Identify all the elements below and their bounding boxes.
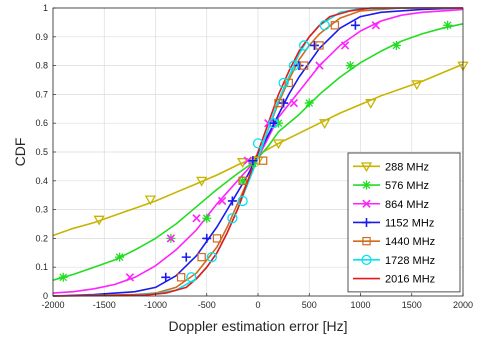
data-point-marker xyxy=(345,61,355,71)
data-point-marker xyxy=(319,119,331,130)
legend-label: 864 MHz xyxy=(385,199,429,211)
x-tick-label: 2000 xyxy=(453,300,473,310)
data-point-marker xyxy=(176,273,186,282)
x-axis-ticks: -2000 -1500 -1000 -500 0 500 1000 1500 2000 xyxy=(41,293,473,310)
legend-label: 2016 MHz xyxy=(385,274,435,286)
data-point-marker xyxy=(217,196,227,206)
data-point-marker xyxy=(227,213,238,224)
data-point-marker xyxy=(411,80,423,91)
y-tick-label: 0.8 xyxy=(35,61,48,71)
x-tick-label: -2000 xyxy=(41,300,64,310)
data-point-marker xyxy=(268,118,279,129)
data-point-marker xyxy=(298,40,310,51)
data-point-marker xyxy=(268,118,278,128)
legend-label: 1152 MHz xyxy=(385,217,434,229)
data-point-marker xyxy=(391,40,401,50)
data-point-marker xyxy=(166,234,176,243)
data-point-marker xyxy=(315,41,324,50)
data-point-marker xyxy=(93,215,105,226)
x-tick-label: 1000 xyxy=(350,300,370,310)
data-point-marker xyxy=(330,21,340,30)
data-point-marker xyxy=(309,40,319,50)
data-point-marker xyxy=(361,254,372,266)
data-point-marker xyxy=(206,251,218,263)
y-tick-label: 0.5 xyxy=(35,147,48,157)
x-tick-label: -1000 xyxy=(144,300,167,310)
data-point-marker xyxy=(58,272,68,282)
data-point-marker xyxy=(443,20,453,30)
data-point-marker xyxy=(304,98,314,108)
data-point-marker xyxy=(278,77,289,89)
data-point-marker xyxy=(350,20,360,30)
data-point-marker xyxy=(279,98,289,108)
data-point-marker xyxy=(340,41,350,50)
y-axis-label: CDF xyxy=(12,138,28,167)
y-tick-label: 0.3 xyxy=(35,205,48,215)
data-point-marker xyxy=(272,139,285,150)
y-axis-ticks: 0 0.1 0.2 0.3 0.4 0.5 0.6 0.7 0.8 0.9 1 xyxy=(35,3,56,301)
legend-label: 1728 MHz xyxy=(385,255,435,267)
data-point-marker xyxy=(196,176,208,187)
y-tick-label: 0.7 xyxy=(35,89,48,99)
x-tick-label: -500 xyxy=(198,300,216,310)
data-point-marker xyxy=(144,195,156,206)
data-point-marker xyxy=(212,234,222,243)
data-point-marker xyxy=(362,236,371,246)
data-point-marker xyxy=(362,217,371,227)
legend-label: 288 MHz xyxy=(385,161,429,173)
data-point-marker xyxy=(289,98,299,108)
y-tick-label: 0.2 xyxy=(35,233,48,243)
data-point-marker xyxy=(243,156,252,165)
y-tick-label: 0.9 xyxy=(35,32,48,42)
x-tick-label: 1500 xyxy=(402,300,422,310)
legend: 288 MHz 576 MHz 864 MHz 1152 MHz 1440 MHz 172… xyxy=(347,152,461,293)
data-point-marker xyxy=(315,61,324,70)
data-point-marker xyxy=(288,60,300,71)
series-line-3 xyxy=(52,7,464,297)
data-point-marker xyxy=(284,78,293,88)
data-point-marker xyxy=(125,273,135,282)
series-line-6 xyxy=(52,7,463,297)
data-point-marker xyxy=(258,156,268,165)
y-tick-label: 0.6 xyxy=(35,118,48,128)
data-point-marker xyxy=(186,272,197,283)
data-point-marker xyxy=(202,233,212,243)
data-point-marker xyxy=(360,162,373,173)
series-markers xyxy=(58,20,469,283)
legend-label: 1440 MHz xyxy=(385,236,435,248)
data-point-marker xyxy=(115,252,125,262)
y-tick-label: 0.1 xyxy=(35,262,48,272)
x-axis-label: Doppler estimation error [Hz] xyxy=(169,318,348,334)
x-tick-label: 0 xyxy=(255,300,260,310)
data-point-marker xyxy=(252,138,264,149)
data-point-marker xyxy=(248,156,258,166)
data-point-marker xyxy=(362,180,371,190)
data-point-marker xyxy=(365,99,377,109)
data-point-marker xyxy=(371,21,381,30)
data-point-marker xyxy=(238,176,248,186)
data-point-marker xyxy=(202,213,212,223)
data-point-marker xyxy=(161,272,171,282)
data-point-marker xyxy=(192,214,201,223)
y-tick-label: 0 xyxy=(43,291,48,301)
data-point-marker xyxy=(319,20,330,31)
data-point-marker xyxy=(237,195,248,207)
x-tick-label: -1500 xyxy=(93,300,116,310)
y-tick-label: 0.4 xyxy=(35,176,48,186)
legend-label: 576 MHz xyxy=(385,180,429,192)
data-point-marker xyxy=(197,252,206,262)
data-point-marker xyxy=(299,61,309,70)
data-point-marker xyxy=(181,252,191,262)
data-point-marker xyxy=(238,176,247,185)
data-point-marker xyxy=(227,196,237,206)
x-tick-label: 500 xyxy=(302,300,317,310)
y-tick-label: 1 xyxy=(43,3,48,13)
data-point-marker xyxy=(274,98,283,108)
data-point-marker xyxy=(362,199,371,208)
